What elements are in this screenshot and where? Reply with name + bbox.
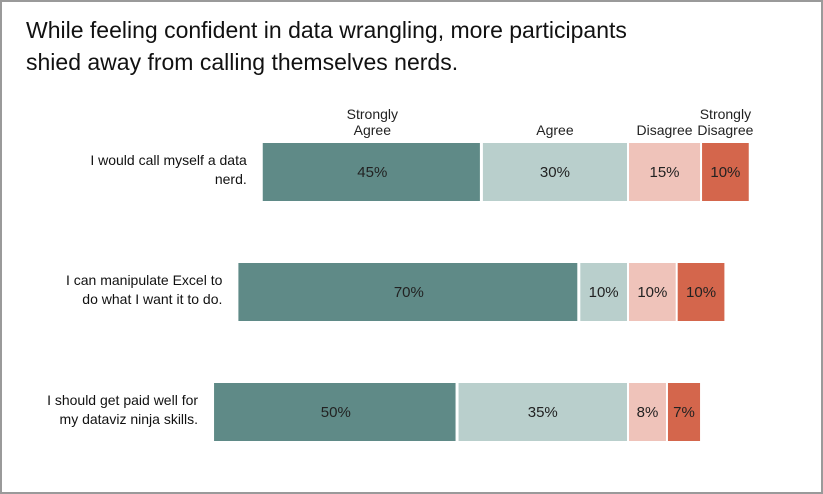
bar-segment bbox=[238, 263, 578, 321]
legend-label: Strongly bbox=[347, 106, 398, 122]
row-label: I should get paid well for bbox=[47, 392, 198, 408]
data-label: 70% bbox=[394, 284, 424, 301]
data-label: 10% bbox=[710, 164, 740, 181]
bar-segment bbox=[677, 263, 725, 321]
bar-segment bbox=[629, 383, 666, 441]
data-label: 10% bbox=[589, 284, 619, 301]
row-label: I would call myself a data bbox=[90, 152, 247, 168]
legend-label: Agree bbox=[354, 122, 392, 138]
bar-segment bbox=[702, 143, 749, 201]
bar-segment bbox=[667, 383, 701, 441]
data-label: 45% bbox=[357, 164, 387, 181]
bar-segment bbox=[262, 143, 480, 201]
data-label: 15% bbox=[650, 164, 680, 181]
row-label: my dataviz ninja skills. bbox=[60, 411, 199, 427]
legend-label: Disagree bbox=[697, 122, 753, 138]
data-label: 8% bbox=[637, 404, 659, 421]
bar-segment bbox=[580, 263, 627, 321]
legend-label: Strongly bbox=[700, 106, 751, 122]
legend-label: Disagree bbox=[637, 122, 693, 138]
bar-segment bbox=[629, 263, 676, 321]
legend-label: Agree bbox=[536, 122, 574, 138]
bar-segment bbox=[214, 383, 456, 441]
data-label: 10% bbox=[637, 284, 667, 301]
chart-title: While feeling confident in data wranglin… bbox=[26, 17, 627, 75]
data-label: 30% bbox=[540, 164, 570, 181]
row-label: do what I want it to do. bbox=[82, 291, 222, 307]
bar-segment bbox=[629, 143, 701, 201]
row-label: nerd. bbox=[215, 171, 247, 187]
data-label: 10% bbox=[686, 284, 716, 301]
bar-segment bbox=[458, 383, 627, 441]
data-label: 7% bbox=[673, 404, 695, 421]
row-label: I can manipulate Excel to bbox=[66, 272, 223, 288]
data-label: 50% bbox=[321, 404, 351, 421]
bar-segment bbox=[482, 143, 627, 201]
data-label: 35% bbox=[528, 404, 558, 421]
